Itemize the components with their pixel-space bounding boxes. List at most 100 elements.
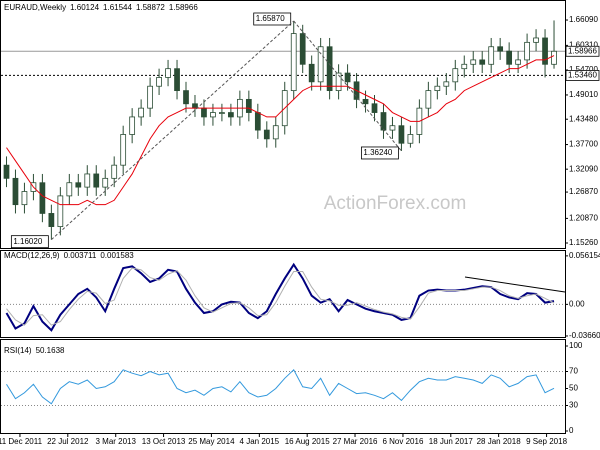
x-tick-label: 4 Jan 2015 — [240, 437, 280, 446]
title-text: EURAUD,Weekly — [4, 3, 66, 12]
panel-title: RSI(14) 50.1638 — [4, 346, 65, 355]
indicator-line — [6, 368, 555, 405]
y-tick-label: 1.37700 — [569, 140, 598, 149]
candle-body — [3, 164, 10, 179]
y-tick-label: 1.20870 — [569, 213, 598, 222]
current-value: 0.001583 — [100, 251, 134, 260]
candle-body — [542, 37, 548, 65]
rsi-panel-frame — [0, 339, 566, 434]
candle-body — [479, 59, 486, 65]
annotation-box — [10, 235, 49, 249]
candle-body — [290, 33, 297, 92]
x-tick-label: 3 Mar 2013 — [95, 437, 136, 446]
candle-body — [21, 191, 28, 206]
header-value: 1.58966 — [169, 3, 198, 12]
candle-body — [192, 103, 198, 109]
candle-body — [317, 46, 324, 83]
annotation-box — [361, 146, 399, 160]
candle-body — [272, 125, 279, 140]
candle-body — [66, 182, 73, 197]
y-tick-label: -0.036601 — [569, 331, 600, 340]
candle-body — [344, 72, 351, 83]
candle-body — [308, 63, 315, 83]
level-box — [565, 70, 600, 81]
y-tick-label: 0.00 — [569, 299, 585, 308]
candle-body — [389, 125, 396, 131]
price-panel-frame — [0, 0, 566, 249]
annotation-label: 1.65870 — [256, 14, 285, 23]
candle-body — [84, 173, 91, 188]
candle-body — [380, 112, 387, 131]
x-tick-label: 27 Mar 2016 — [333, 437, 378, 446]
y-tick-label: 0 — [569, 426, 574, 435]
annotation-box — [253, 12, 292, 26]
candle-body — [533, 37, 539, 43]
panel-title: MACD(12,26,9) 0.003711 0.001583 — [4, 251, 134, 260]
y-tick-label: 1.43480 — [569, 114, 598, 123]
annotation-label: 1.16020 — [13, 237, 42, 246]
candle-body — [75, 182, 82, 188]
candle-body — [93, 173, 100, 188]
candle-body — [515, 59, 521, 65]
x-tick-label: 11 Dec 2011 — [0, 437, 43, 446]
indicator-line — [5, 262, 555, 332]
candle-body — [470, 59, 477, 65]
y-tick-label: 70 — [569, 367, 578, 376]
candle-body — [362, 98, 369, 105]
candle-body — [371, 103, 378, 113]
moving-average — [6, 55, 555, 206]
candle-body — [147, 85, 153, 109]
candle-body — [39, 182, 46, 214]
candle-body — [102, 177, 109, 188]
current-value: 0.003711 — [64, 251, 97, 260]
x-tick-label: 6 Nov 2016 — [382, 437, 423, 446]
candle-body — [434, 85, 441, 92]
x-tick-label: 28 Jan 2018 — [477, 437, 522, 446]
x-tick-label: 25 May 2014 — [188, 437, 235, 446]
candle-body — [425, 90, 432, 109]
x-tick-label: 13 Oct 2013 — [142, 437, 186, 446]
candle-body — [488, 46, 495, 65]
y-tick-label: 100 — [569, 341, 583, 350]
x-tick-label: 22 Jul 2012 — [47, 437, 89, 446]
macd-trendline — [464, 276, 566, 293]
chart-title: EURAUD,Weekly 1.60124 1.61544 1.58872 1.5896… — [4, 3, 198, 12]
candle-body — [12, 177, 19, 206]
candle-body — [111, 164, 118, 179]
candle-body — [156, 77, 162, 87]
candle-body — [497, 46, 504, 52]
y-tick-label: 30 — [569, 401, 578, 410]
candle-body — [210, 112, 216, 118]
header-value: 1.58872 — [136, 3, 165, 12]
y-tick-label: 0.056154 — [569, 251, 600, 260]
candle-body — [165, 68, 171, 78]
candle-body — [228, 112, 234, 118]
last-price-box — [565, 45, 600, 57]
indicator-line — [6, 267, 555, 326]
level-label: 1.53460 — [568, 71, 597, 80]
title-text: RSI(14) — [4, 346, 32, 355]
candle-body — [551, 50, 557, 65]
candle-body — [138, 107, 144, 118]
candle-body — [263, 129, 270, 140]
candle-body — [254, 112, 261, 131]
candle-body — [452, 68, 459, 83]
y-tick-label: 1.54700 — [569, 65, 598, 74]
header-value: 1.60124 — [70, 3, 99, 12]
candle-body — [120, 134, 127, 166]
title-text: MACD(12,26,9) — [4, 251, 60, 260]
watermark: ActionForex.com — [324, 193, 467, 214]
macd-panel-frame — [0, 250, 566, 338]
candle-body — [48, 213, 55, 227]
candle-body — [443, 81, 450, 87]
y-tick-label: 50 — [569, 384, 578, 393]
annotation-label: 1.36240 — [363, 148, 392, 157]
candle-body — [174, 68, 180, 92]
y-tick-label: 1.26870 — [569, 187, 598, 196]
y-tick-label: 1.60310 — [569, 40, 598, 49]
candle-body — [407, 134, 414, 144]
candle-body — [326, 46, 333, 92]
candle-body — [245, 98, 252, 113]
candle-body — [461, 63, 468, 70]
